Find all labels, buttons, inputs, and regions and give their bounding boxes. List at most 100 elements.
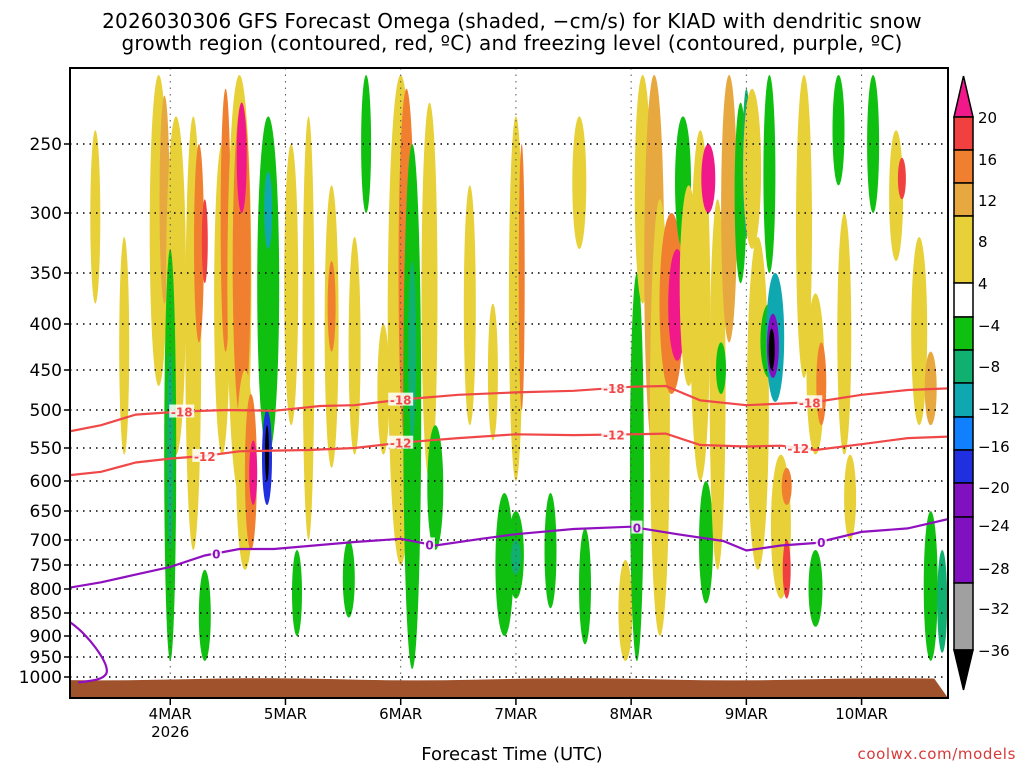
colorbar-label: −20 <box>978 479 1010 497</box>
omega-streak <box>284 144 299 426</box>
omega-streak <box>808 550 823 627</box>
omega-streak <box>518 144 525 410</box>
contour-label: -12 <box>603 429 625 443</box>
y-tick-label: 250 <box>30 135 62 155</box>
contour-label: 0 <box>212 547 220 561</box>
y-tick-label: 300 <box>30 204 62 224</box>
omega-streak <box>327 261 336 352</box>
x-tick-label: 4MAR <box>149 705 192 723</box>
omega-streak <box>923 511 938 661</box>
contour-label: 0 <box>425 538 433 552</box>
omega-streak <box>816 342 827 426</box>
contour-label: 0 <box>817 536 825 550</box>
omega-streak <box>844 454 857 540</box>
omega-streak <box>236 102 247 213</box>
y-tick-label: 350 <box>30 264 62 284</box>
contour-label: -18 <box>799 396 821 410</box>
colorbar-segment <box>953 316 974 351</box>
colorbar-segment <box>953 416 974 451</box>
colorbar-segment <box>953 382 974 418</box>
contour-label: -18 <box>603 382 625 396</box>
contour-line <box>70 518 948 589</box>
omega-streak <box>867 75 880 213</box>
omega-streak <box>768 328 775 370</box>
contour-label-bg <box>785 441 811 454</box>
x-tick-label: 8MAR <box>610 705 653 723</box>
omega-streak <box>796 75 812 378</box>
x-axis-label: Forecast Time (UTC) <box>421 744 603 765</box>
colorbar-label: −28 <box>978 560 1010 578</box>
colorbar-segment <box>953 449 974 484</box>
omega-streak <box>408 261 417 441</box>
omega-streak <box>201 199 208 284</box>
grid-lines <box>70 68 948 698</box>
omega-streak <box>342 540 355 618</box>
colorbar-label: −4 <box>978 317 1000 335</box>
omega-streak <box>618 560 633 661</box>
omega-streak <box>716 342 726 395</box>
colorbar-segment <box>953 149 974 184</box>
colorbar-label: −24 <box>978 517 1010 535</box>
contour-label-bg <box>815 534 827 548</box>
y-tick-label: 800 <box>30 580 62 600</box>
contour-line <box>70 621 108 684</box>
contour-label: -12 <box>194 450 216 464</box>
y-tick-label: 550 <box>30 439 62 459</box>
omega-streak <box>421 102 438 482</box>
omega-streak <box>832 75 845 186</box>
omega-streak <box>249 440 258 506</box>
y-tick-label: 450 <box>30 361 62 381</box>
colorbar-segment <box>953 116 974 151</box>
omega-streak <box>510 540 521 575</box>
contour-label-bg <box>631 520 643 534</box>
x-tick-label: 10MAR <box>835 705 888 723</box>
colorbar-arrow-top <box>953 75 974 118</box>
omega-streak <box>937 550 948 653</box>
omega-streak <box>427 425 444 550</box>
y-tick-label: 650 <box>30 502 62 522</box>
omega-streak <box>495 493 514 636</box>
omega-streak <box>292 550 302 636</box>
omega-streak <box>198 569 211 662</box>
omega-streak <box>463 185 476 426</box>
colorbar-label: 4 <box>978 275 988 293</box>
contour-label-bg <box>601 381 627 394</box>
y-tick-label: 900 <box>30 627 62 647</box>
omega-streak <box>629 273 644 661</box>
x-tick-label: 5MAR <box>264 705 307 723</box>
colorbar-label: −36 <box>978 642 1010 660</box>
chart-title-line-2: growth region (contoured, red, ºC) and f… <box>121 31 903 55</box>
colorbar-segment <box>953 582 974 651</box>
y-tick-label: 400 <box>30 315 62 335</box>
site-credit: coolwx.com/models <box>857 745 1016 763</box>
colorbar-segment <box>953 349 974 384</box>
x-tick-sublabel: 2026 <box>151 723 189 741</box>
omega-streak <box>690 130 711 481</box>
colorbar-segment <box>953 282 974 318</box>
colorbar-label: 20 <box>978 109 997 127</box>
omega-streak <box>544 492 557 609</box>
omega-streak <box>264 171 273 249</box>
omega-streak <box>487 303 498 441</box>
omega-streak <box>911 237 928 426</box>
contour-label-bg <box>601 427 627 441</box>
omega-streak <box>302 116 315 540</box>
colorbar-label: −12 <box>978 400 1010 418</box>
contour-label: -12 <box>787 442 809 456</box>
ground-terrain <box>70 678 948 698</box>
y-tick-label: 500 <box>30 401 62 421</box>
y-axis: 250 300 350 400 450 500 550 600 650 700 750 800 850 9… <box>19 135 70 688</box>
omega-streak <box>257 116 280 455</box>
contour-label-bg <box>192 448 218 462</box>
omega-streak <box>699 481 713 604</box>
omega-streak <box>572 116 587 249</box>
omega-streak <box>897 157 906 200</box>
plot-frame <box>69 67 949 699</box>
omega-streak <box>348 236 361 455</box>
omega-streak <box>782 540 791 599</box>
omega-streak <box>781 467 792 505</box>
contour-label-bg <box>797 395 823 409</box>
omega-streak <box>265 425 269 481</box>
omega-streak <box>763 75 776 273</box>
